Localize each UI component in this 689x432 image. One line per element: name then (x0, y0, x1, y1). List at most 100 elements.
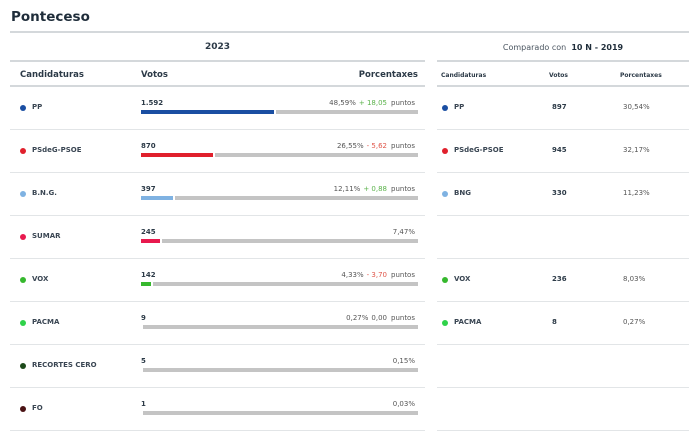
party-percentage: 12,11% + 0,88 puntos (334, 185, 415, 193)
vote-bar-fill (141, 325, 143, 329)
pct-unit: puntos (391, 142, 415, 150)
comparison-header: Comparado con 10 N - 2019 (437, 33, 689, 62)
party-name: BNG (454, 189, 471, 197)
party-name: PP (32, 103, 43, 111)
pct-value: 4,33% (341, 271, 364, 279)
header-votes: Votos (549, 72, 568, 79)
pct-diff: 0,00 (371, 314, 387, 322)
column-headers: Candidaturas Votos Porcentaxes (437, 62, 689, 87)
party-name: PSdeG-PSOE (32, 146, 82, 154)
party-name: VOX (32, 275, 49, 283)
party-color-dot (20, 148, 26, 154)
vote-bar-fill (141, 153, 215, 157)
party-color-dot (20, 191, 26, 197)
party-row: FO 1 0,03% (10, 388, 425, 431)
vote-bar (141, 153, 418, 157)
party-name: RECORTES CERO (32, 361, 97, 369)
party-percentage: 30,54% (623, 103, 650, 111)
pct-value: 12,11% (333, 185, 361, 193)
empty-row (437, 388, 689, 431)
pct-value: 26,55% (336, 142, 364, 150)
vote-bar-fill (141, 411, 143, 415)
year-header: 2023 (10, 33, 425, 62)
results-2023-table: 2023 Candidaturas Votos Porcentaxes PP 1… (10, 33, 425, 431)
vote-bar-fill (141, 368, 143, 372)
party-name: FO (32, 404, 43, 412)
vote-bar (141, 196, 418, 200)
party-votes: 9 (141, 314, 146, 322)
header-votes: Votos (141, 70, 168, 80)
party-row: B.N.G. 397 12,11% + 0,88 puntos (10, 173, 425, 216)
header-parties: Candidaturas (20, 70, 84, 80)
pct-unit: puntos (391, 271, 415, 279)
party-percentage: 32,17% (623, 146, 650, 154)
header-parties: Candidaturas (441, 72, 487, 79)
party-percentage: 4,33% - 3,70 puntos (341, 271, 415, 279)
party-row: RECORTES CERO 5 0,15% (10, 345, 425, 388)
divider (10, 31, 689, 33)
party-name: PP (454, 103, 465, 111)
party-percentage: 0,03% (393, 400, 415, 408)
pct-value: 0,15% (392, 357, 415, 365)
pct-diff: + 0,88 (363, 185, 387, 193)
party-votes: 236 (552, 275, 567, 283)
party-percentage: 0,27% 0,00 puntos (346, 314, 415, 322)
party-name: SUMAR (32, 232, 61, 240)
party-name: VOX (454, 275, 471, 283)
comparison-row: VOX 236 8,03% (437, 259, 689, 302)
party-votes: 1.592 (141, 99, 164, 107)
party-percentage: 48,59% + 18,05 puntos (329, 99, 415, 107)
party-row: PACMA 9 0,27% 0,00 puntos (10, 302, 425, 345)
party-row: VOX 142 4,33% - 3,70 puntos (10, 259, 425, 302)
party-color-dot (442, 148, 448, 154)
party-votes: 945 (552, 146, 567, 154)
pct-value: 48,59% (329, 99, 356, 107)
empty-row (437, 216, 689, 259)
vote-bar (141, 110, 418, 114)
comparison-row: BNG 330 11,23% (437, 173, 689, 216)
empty-row (437, 345, 689, 388)
comparison-row: PACMA 8 0,27% (437, 302, 689, 345)
party-color-dot (20, 320, 26, 326)
vote-bar-fill (141, 282, 153, 286)
comparison-table: Comparado con 10 N - 2019 Candidaturas V… (437, 33, 689, 431)
pct-value: 0,03% (392, 400, 415, 408)
vote-bar (141, 239, 418, 243)
pct-diff: + 18,05 (358, 99, 387, 107)
party-color-dot (20, 406, 26, 412)
pct-diff: - 5,62 (366, 142, 387, 150)
party-row: PSdeG-PSOE 870 26,55% - 5,62 puntos (10, 130, 425, 173)
party-color-dot (20, 277, 26, 283)
party-percentage: 0,15% (393, 357, 415, 365)
comparison-label: Comparado con (502, 43, 567, 52)
party-votes: 245 (141, 228, 156, 236)
comparison-row: PSdeG-PSOE 945 32,17% (437, 130, 689, 173)
vote-bar (141, 325, 418, 329)
comparison-row: PP 897 30,54% (437, 87, 689, 130)
pct-unit: puntos (391, 99, 415, 107)
party-percentage: 8,03% (623, 275, 646, 283)
vote-bar-fill (141, 239, 162, 243)
party-row: SUMAR 245 7,47% (10, 216, 425, 259)
party-name: PSdeG-PSOE (454, 146, 504, 154)
party-percentage: 0,27% (623, 318, 646, 326)
party-color-dot (20, 105, 26, 111)
vote-bar (141, 368, 418, 372)
pct-unit: puntos (391, 314, 415, 322)
party-name: PACMA (32, 318, 60, 326)
party-votes: 142 (141, 271, 156, 279)
party-votes: 1 (141, 400, 146, 408)
party-percentage: 11,23% (623, 189, 650, 197)
party-row: PP 1.592 48,59% + 18,05 puntos (10, 87, 425, 130)
party-percentage: 7,47% (393, 228, 415, 236)
party-percentage: 26,55% - 5,62 puntos (337, 142, 415, 150)
page-title: Ponteceso (11, 9, 90, 25)
party-color-dot (442, 320, 448, 326)
vote-bar (141, 282, 418, 286)
pct-value: 7,47% (392, 228, 415, 236)
header-pct: Porcentaxes (620, 72, 662, 79)
party-color-dot (442, 105, 448, 111)
party-color-dot (20, 234, 26, 240)
party-votes: 8 (552, 318, 557, 326)
comparison-election: 10 N - 2019 (571, 43, 624, 52)
